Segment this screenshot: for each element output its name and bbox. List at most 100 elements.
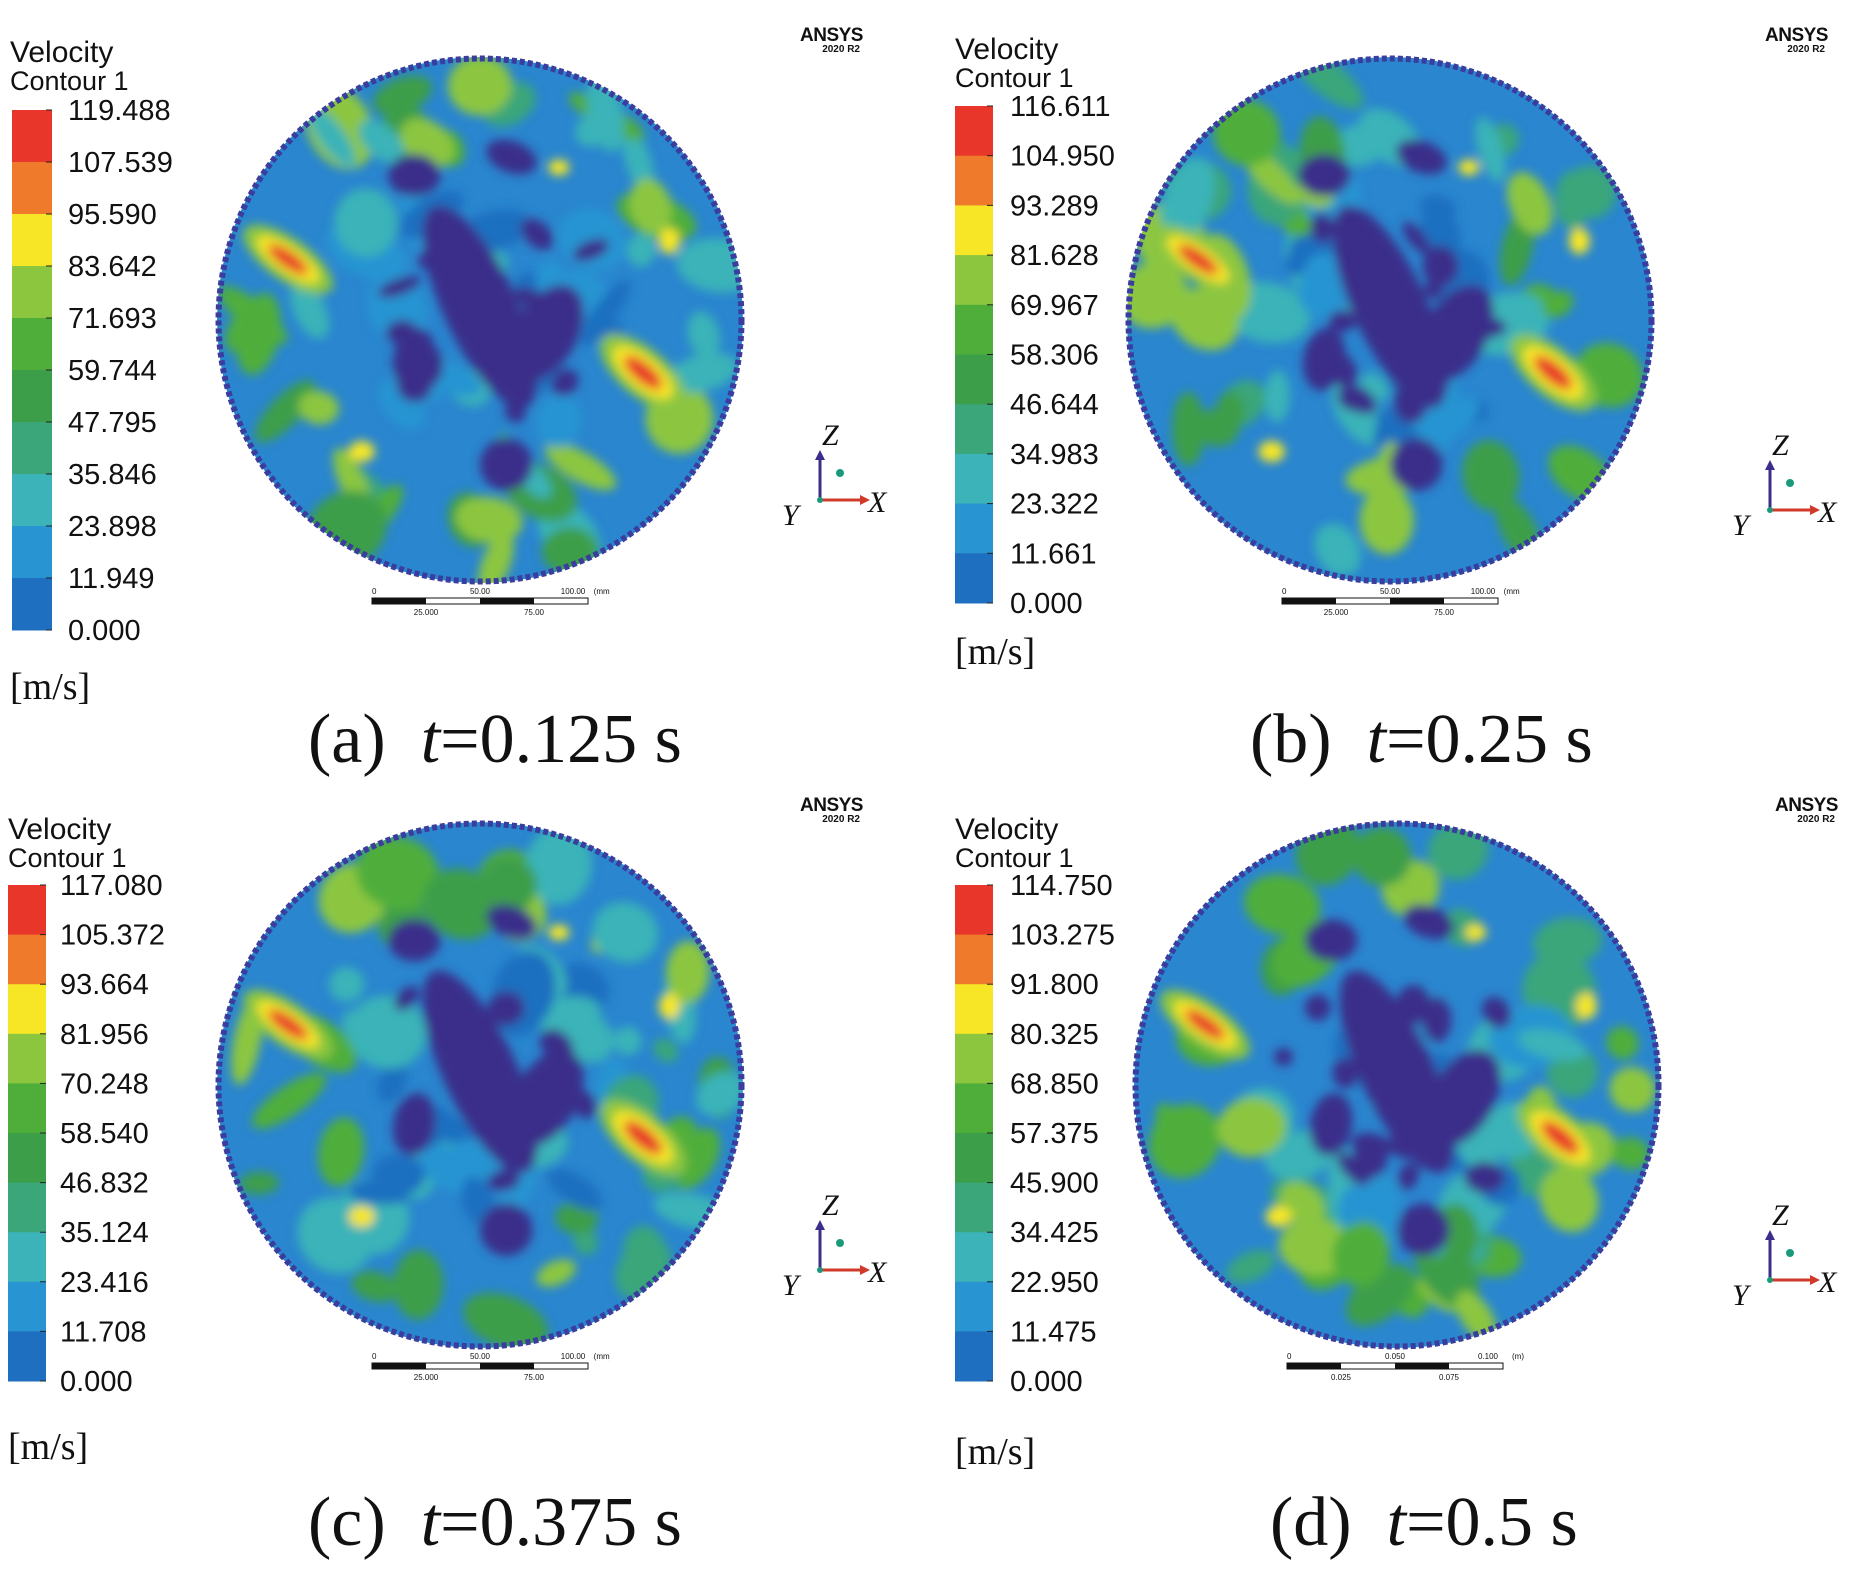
y-axis-dot [1786,479,1794,487]
velocity-region [571,1090,598,1119]
velocity-region [1265,1205,1292,1228]
velocity-region [658,992,680,1020]
velocity-region [465,1085,494,1118]
velocity-region [239,1171,280,1195]
contour-panel-b: Velocity Contour 1 116.611 104.950 93.289 8… [910,0,1850,780]
legend-band [955,205,993,256]
scale-bar: 0 50.00 100.00 (mm) 25.000 75.00 [371,587,610,617]
velocity-region [695,1071,743,1117]
legend-tick-label: 91.800 [1010,969,1099,1001]
caption-value: =0.375 s [440,1484,682,1561]
velocity-region [348,1205,375,1228]
legend-band [8,1083,46,1134]
legend-unit: [m/s] [955,631,1036,673]
legend-tick-label: 81.956 [60,1019,149,1051]
velocity-region [1352,1142,1387,1179]
logo-name: ANSYS [1765,25,1828,46]
velocity-region [1507,172,1553,235]
velocity-region [1455,1291,1497,1342]
legend-tick-label: 34.425 [1010,1217,1099,1249]
legend-tick-label: 117.080 [60,870,163,902]
legend-tick-label: 11.949 [68,563,155,595]
z-axis-label: Z [1772,430,1789,462]
legend-tick-label: 81.628 [1010,240,1099,272]
velocity-region [520,218,554,250]
scale-top-label: 0 [1287,1352,1292,1361]
wall-boundary [1132,820,1662,1350]
scale-top-label: 50.00 [1380,587,1401,596]
y-axis-dot [836,469,844,477]
legend-band [955,453,993,505]
velocity-region [1332,1221,1390,1287]
velocity-region [613,1026,642,1056]
panel-caption: (a) t=0.125 s [308,700,682,780]
caption-label: (d) [1270,1484,1352,1561]
legend-tick-label: 68.850 [1010,1068,1099,1100]
legend-tick-label: 46.644 [1010,389,1099,421]
legend-tick-label: 58.306 [1010,340,1099,372]
velocity-region [1422,245,1459,287]
y-axis-label: Y [1732,1279,1752,1310]
legend-tick-label: 46.832 [60,1168,149,1200]
z-axis-label: Z [1772,1200,1789,1232]
legend-band [8,1331,46,1382]
legend-tick-label: 80.325 [1010,1019,1099,1051]
legend-title-line1: Velocity [955,813,1059,846]
legend-title: Velocity Contour 1 [955,35,1074,92]
velocity-region [548,924,570,941]
legend-tick-label: 23.322 [1010,489,1099,521]
velocity-region [1475,117,1506,182]
velocity-region [536,394,582,448]
velocity-region [514,287,555,314]
scale-bottom-label: 75.00 [524,1373,545,1382]
velocity-region [385,320,418,345]
legend-title-line2: Contour 1 [955,63,1074,93]
legend-band [955,885,993,936]
velocity-region [1310,212,1335,244]
velocity-region [687,311,721,359]
velocity-region [424,251,449,274]
velocity-region [551,368,579,397]
legend-band [8,1281,46,1332]
y-axis-label: Y [1732,509,1752,540]
legend-tick-label: 93.664 [60,969,149,1001]
velocity-region [525,826,592,905]
velocity-region [1304,994,1331,1021]
legend-band [955,503,993,554]
ansys-logo: ANSYS 2020 R2 [800,26,863,55]
velocity-region [434,1033,460,1077]
legend-band [955,304,993,355]
legend-band [8,1182,46,1233]
legend-tick-label: 47.795 [68,407,157,439]
velocity-region [1533,355,1573,390]
velocity-region [1390,438,1443,491]
scale-top-label: (m) [1512,1352,1524,1361]
scale-top-label: (mm) [594,1352,610,1361]
velocity-region [536,996,601,1036]
legend-tick-label: 11.661 [1010,538,1097,570]
velocity-region [1424,280,1444,299]
velocity-region [486,904,537,940]
velocity-region [667,352,739,393]
velocity-region [387,919,441,962]
velocity-region [479,857,537,915]
legend-tick-label: 0.000 [68,615,141,647]
scale-bottom-label: 0.025 [1331,1373,1352,1382]
scale-bottom-label: 25.000 [414,608,439,617]
legend-band [955,106,993,157]
velocity-region [1178,244,1218,275]
scale-bottom-label: 0.075 [1439,1373,1460,1382]
legend-tick-label: 95.590 [68,199,157,231]
legend-unit: [m/s] [955,1431,1036,1473]
legend-title-line1: Velocity [10,36,114,69]
velocity-region [1575,992,1597,1020]
velocity-region [1314,523,1361,576]
legend-band [955,354,993,405]
velocity-region [376,1063,408,1103]
caption-label: (b) [1250,701,1332,778]
logo-version: 2020 R2 [822,44,860,55]
legend-band [955,1083,993,1134]
velocity-region [254,380,316,443]
velocity-region [592,902,659,963]
velocity-region [653,1038,679,1063]
